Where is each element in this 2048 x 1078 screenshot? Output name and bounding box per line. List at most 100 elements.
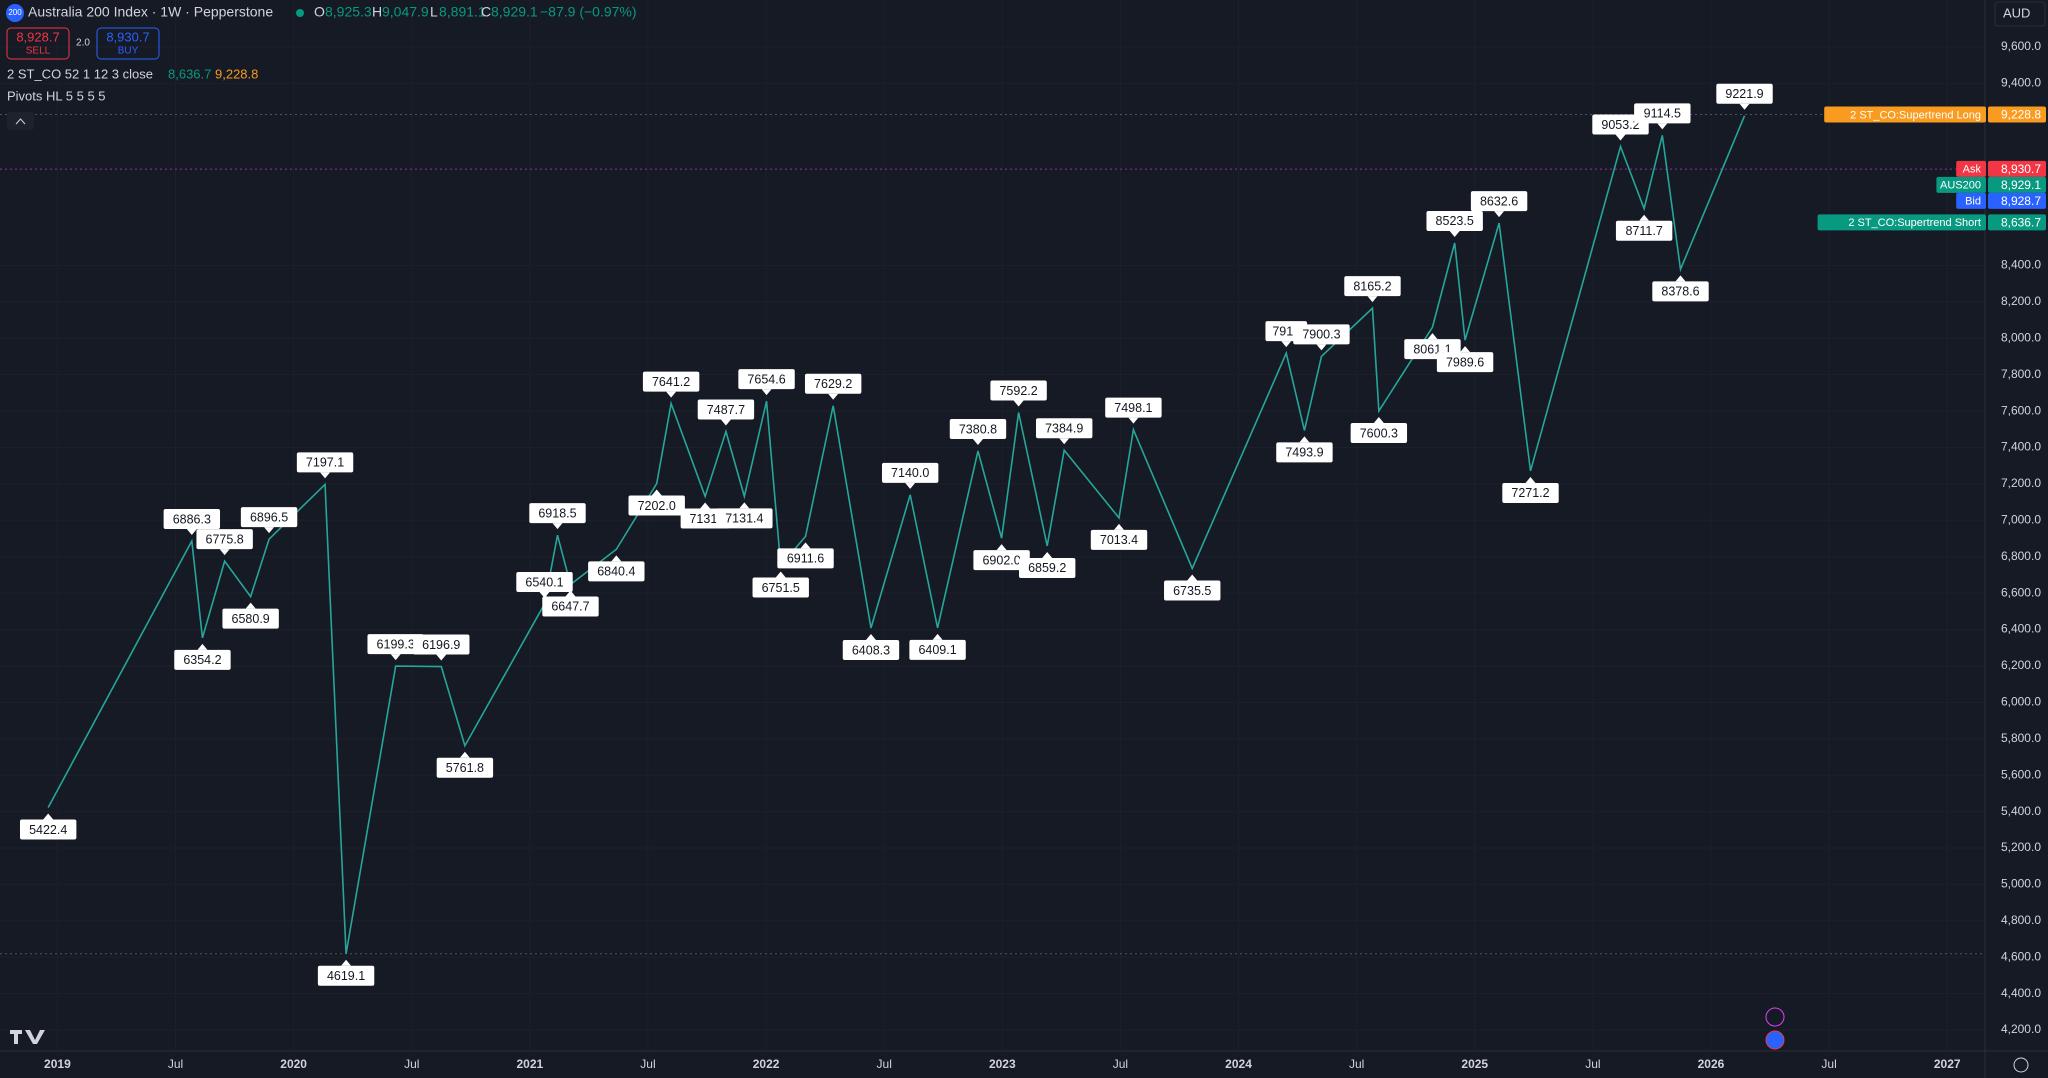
pivot-pointer (390, 654, 401, 661)
ohlc-value: 8,929.1 (491, 4, 538, 20)
pivot-label-box (1470, 191, 1528, 212)
pivot-label: 7918 (1272, 324, 1300, 338)
pivot-pointer (996, 544, 1007, 551)
x-tick-label: Jul (1349, 1057, 1364, 1071)
pivot-pointer (1281, 341, 1292, 348)
pivot-pointer (1367, 296, 1378, 303)
currency-button[interactable] (1994, 1, 2046, 27)
pivot-label: 7629.2 (814, 377, 852, 391)
price-label-name-box (1817, 214, 1986, 231)
indicator-name[interactable]: Pivots HL 5 5 5 5 (7, 88, 106, 103)
indicator-value: 8,636.7 (168, 66, 211, 81)
market-status (296, 9, 304, 17)
pivot-label-box (1105, 397, 1162, 418)
pivot-label: 4619.1 (327, 969, 365, 983)
collapse-icon (15, 118, 26, 125)
x-tick-label: Jul (1821, 1057, 1836, 1071)
pivot-pointer (611, 555, 622, 562)
price-label-name: 2 ST_CO:Supertrend Short (1848, 217, 1981, 229)
symbol-badge (6, 4, 24, 22)
pivot-pointer (459, 751, 470, 758)
ohlc-value: 8,891.1 (439, 4, 486, 20)
settings-icon[interactable] (2013, 1057, 2029, 1073)
pivot-label: 7498.1 (1114, 401, 1152, 415)
indicator-value: 9,228.8 (215, 66, 258, 81)
pivot-label-box (990, 380, 1047, 401)
pivot-label: 6408.3 (852, 643, 890, 657)
pivot-label-box (19, 819, 77, 840)
ohlc-label: H (372, 4, 382, 20)
pivot-label-box (1344, 276, 1401, 297)
pivot-label: 6647.7 (551, 600, 589, 614)
indicator-name[interactable]: 2 ST_CO 52 1 12 3 close (7, 66, 153, 81)
pivot-label-box (1652, 281, 1709, 302)
pivot-label: 6540.1 (525, 575, 563, 589)
pivot-pointer (552, 523, 563, 530)
collapse-button[interactable] (7, 112, 34, 130)
tradingview-logo[interactable] (10, 1030, 45, 1044)
pivot-label-box (436, 757, 494, 778)
pivot-label-box (1276, 442, 1333, 463)
sell-button[interactable] (6, 27, 70, 60)
pivot-label: 6911.6 (787, 552, 824, 566)
pivot-pointer (932, 633, 943, 640)
pivot-label-box (1502, 482, 1559, 503)
price-label-name-box (1824, 106, 1986, 123)
price-label-box (1988, 214, 2046, 231)
pivot-label-box (1090, 529, 1148, 550)
pivot-label-box (1293, 324, 1350, 345)
pivot-pointer (43, 813, 54, 820)
pivot-label-box (1035, 418, 1093, 439)
buy-button[interactable] (96, 27, 160, 60)
pivot-pointer (1128, 417, 1139, 424)
pivot-label-box (240, 507, 298, 528)
ohlc-value: 9,047.9 (382, 4, 429, 20)
pivot-label: 7654.6 (747, 372, 785, 386)
alert-icon[interactable] (1765, 1007, 1785, 1027)
price-label-value: 8,928.7 (2001, 194, 2041, 208)
pivot-label-box (1426, 210, 1483, 231)
pivot-pointer (1739, 103, 1750, 110)
y-tick-label: 6,800.0 (2001, 549, 2041, 563)
pivot-pointer (1113, 523, 1124, 530)
pivot-pointer (1615, 134, 1626, 141)
x-tick-label: Jul (404, 1057, 419, 1071)
ohlc-label: O (314, 4, 325, 20)
x-tick-label: Jul (640, 1057, 655, 1071)
pivot-label-box (1615, 220, 1673, 241)
pivot-label: 6859.2 (1028, 561, 1066, 575)
pivot-label: 7380.8 (959, 422, 997, 436)
pivot-pointer (972, 438, 983, 445)
pivot-pointer (1449, 230, 1460, 237)
symbol[interactable]: Australia 200 Index · 1W · Pepperstone (28, 4, 273, 20)
pivot-label: 7900.3 (1302, 328, 1340, 342)
pivot-label-box (1350, 423, 1408, 444)
pivot-label: 7131. (689, 512, 720, 526)
pivot-label-box (174, 649, 231, 670)
pivot-label: 5422.4 (29, 823, 67, 837)
flag-icon[interactable] (1765, 1030, 1785, 1050)
pivot-label: 9114.5 (1644, 107, 1681, 121)
pivot-pointer (739, 502, 750, 509)
price-label-box (1988, 106, 2046, 123)
x-tick-label: Jul (1585, 1057, 1600, 1071)
x-tick-label: 2020 (280, 1057, 307, 1071)
pivot-label-box (529, 503, 586, 524)
price-label-value: 8,929.1 (2001, 178, 2041, 192)
pivot-pointer (1460, 346, 1471, 353)
pivot-label: 6580.9 (232, 612, 270, 626)
buy-label: BUY (118, 46, 139, 57)
sell-label: SELL (26, 46, 51, 57)
pivot-pointer (264, 527, 275, 534)
y-tick-label: 6,200.0 (2001, 658, 2041, 672)
price-label-value: 8,930.7 (2001, 162, 2041, 176)
y-tick-label: 5,400.0 (2001, 804, 2041, 818)
sell-price: 8,928.7 (16, 29, 59, 44)
pivot-label: 7600.3 (1360, 426, 1398, 440)
pivot-label-box (909, 639, 966, 660)
pivot-label: 6409.1 (918, 643, 956, 657)
pivot-label-box (949, 418, 1007, 439)
pivot-pointer (1013, 400, 1024, 407)
pivot-label-box (1436, 352, 1494, 373)
pivot-label-box (777, 548, 834, 569)
